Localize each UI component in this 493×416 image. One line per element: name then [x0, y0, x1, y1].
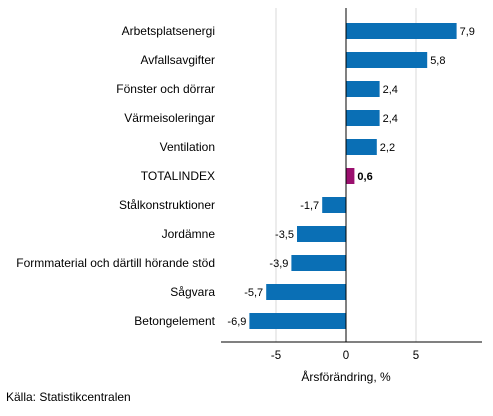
category-label: Ventilation [160, 140, 215, 154]
x-tick-label: -5 [271, 350, 281, 362]
bar [346, 23, 457, 39]
data-label: 5,8 [430, 55, 445, 67]
data-label: -5,7 [244, 287, 263, 299]
bar [346, 110, 380, 126]
data-label: -6,9 [227, 316, 246, 328]
category-label: Fönster och dörrar [116, 82, 215, 96]
data-label: 2,4 [383, 84, 398, 96]
data-label: -1,7 [300, 200, 319, 212]
bar [291, 255, 346, 271]
bar-series [249, 23, 457, 329]
source-note: Källa: Statistikcentralen [6, 390, 131, 404]
category-label: Stålkonstruktioner [119, 198, 215, 212]
bar [346, 52, 428, 68]
value-labels: 7,9 5,8 2,4 2,4 2,2 0,6 -1,7 -3,5 -3,9 -5,7 -6,9 [227, 26, 474, 328]
x-tick-label: 0 [343, 350, 349, 362]
category-label: Jordämne [162, 227, 216, 241]
category-labels: Arbetsplatsenergi Avfallsavgifter Fönster … [16, 24, 215, 328]
category-label: TOTALINDEX [141, 169, 215, 183]
category-label: Avfallsavgifter [141, 53, 215, 67]
category-label: Betongelement [134, 314, 215, 328]
data-label: -3,9 [269, 258, 288, 270]
bar [249, 313, 346, 329]
data-label: 7,9 [460, 26, 475, 38]
x-axis-title: Årsförändring, % [301, 369, 391, 384]
bar [322, 197, 346, 213]
category-label: Formmaterial och därtill hörande stöd [16, 256, 215, 270]
category-label: Värmeisoleringar [124, 111, 215, 125]
bar [346, 139, 377, 155]
data-label: 0,6 [357, 171, 372, 183]
bar [266, 284, 346, 300]
x-tick-label: 5 [413, 350, 419, 362]
bar [297, 226, 346, 242]
bar [346, 168, 355, 184]
data-label: -3,5 [275, 229, 294, 241]
category-label: Sågvara [170, 285, 215, 299]
category-label: Arbetsplatsenergi [122, 24, 215, 38]
data-label: 2,2 [380, 142, 395, 154]
axes: -5 0 5 [221, 8, 482, 362]
data-label: 2,4 [383, 113, 398, 125]
bar [346, 81, 380, 97]
